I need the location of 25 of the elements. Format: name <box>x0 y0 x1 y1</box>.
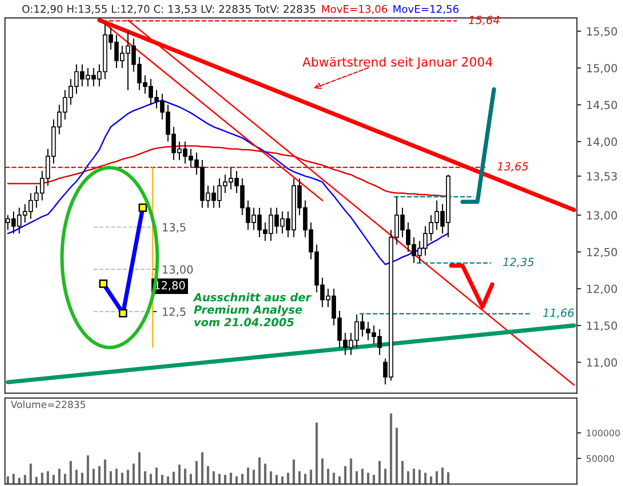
y-tick-label: 15,50 <box>587 27 617 37</box>
ref-line-label: 11,66 <box>543 308 574 318</box>
chart-title: O:12,90 H:13,55 L:12,70 C: 13,53 LV: 22835 TotV: 22835 <box>22 5 316 14</box>
y-tick-label: 13,53 <box>587 172 617 182</box>
y-tick-label: 100000 <box>586 430 620 436</box>
annotation: Ausschnitt aus der Premium Analyse vom 21.04.2005 <box>192 292 312 326</box>
annotation: Abwärtstrend seit Januar 2004 <box>302 56 492 69</box>
text: MovE=13,06 <box>322 5 388 14</box>
ref-line-label: 12,35 <box>503 258 534 268</box>
y-tick-label: 13,00 <box>587 211 617 221</box>
y-tick-label: 50000 <box>586 455 614 462</box>
y-tick-label: 11,00 <box>587 358 617 368</box>
y-tick-label: 12,00 <box>587 284 617 294</box>
y-tick-label: 12,50 <box>587 248 617 258</box>
y-tick-label: 13,5 <box>162 223 186 233</box>
y-tick-label: 14,00 <box>587 138 617 148</box>
y-tick-label: 14,50 <box>587 100 617 110</box>
y-tick-label: 13,00 <box>162 265 193 275</box>
y-tick-label: 15,00 <box>587 64 617 74</box>
ref-line-label: 15,64 <box>468 16 500 26</box>
y-tick-label: 12,5 <box>162 308 186 318</box>
ref-line-label: 13,65 <box>497 162 528 172</box>
chart-title: Volume=22835 <box>10 400 86 408</box>
y-tick-label: 11,50 <box>587 321 617 332</box>
text: MovE=12,56 <box>394 5 459 14</box>
